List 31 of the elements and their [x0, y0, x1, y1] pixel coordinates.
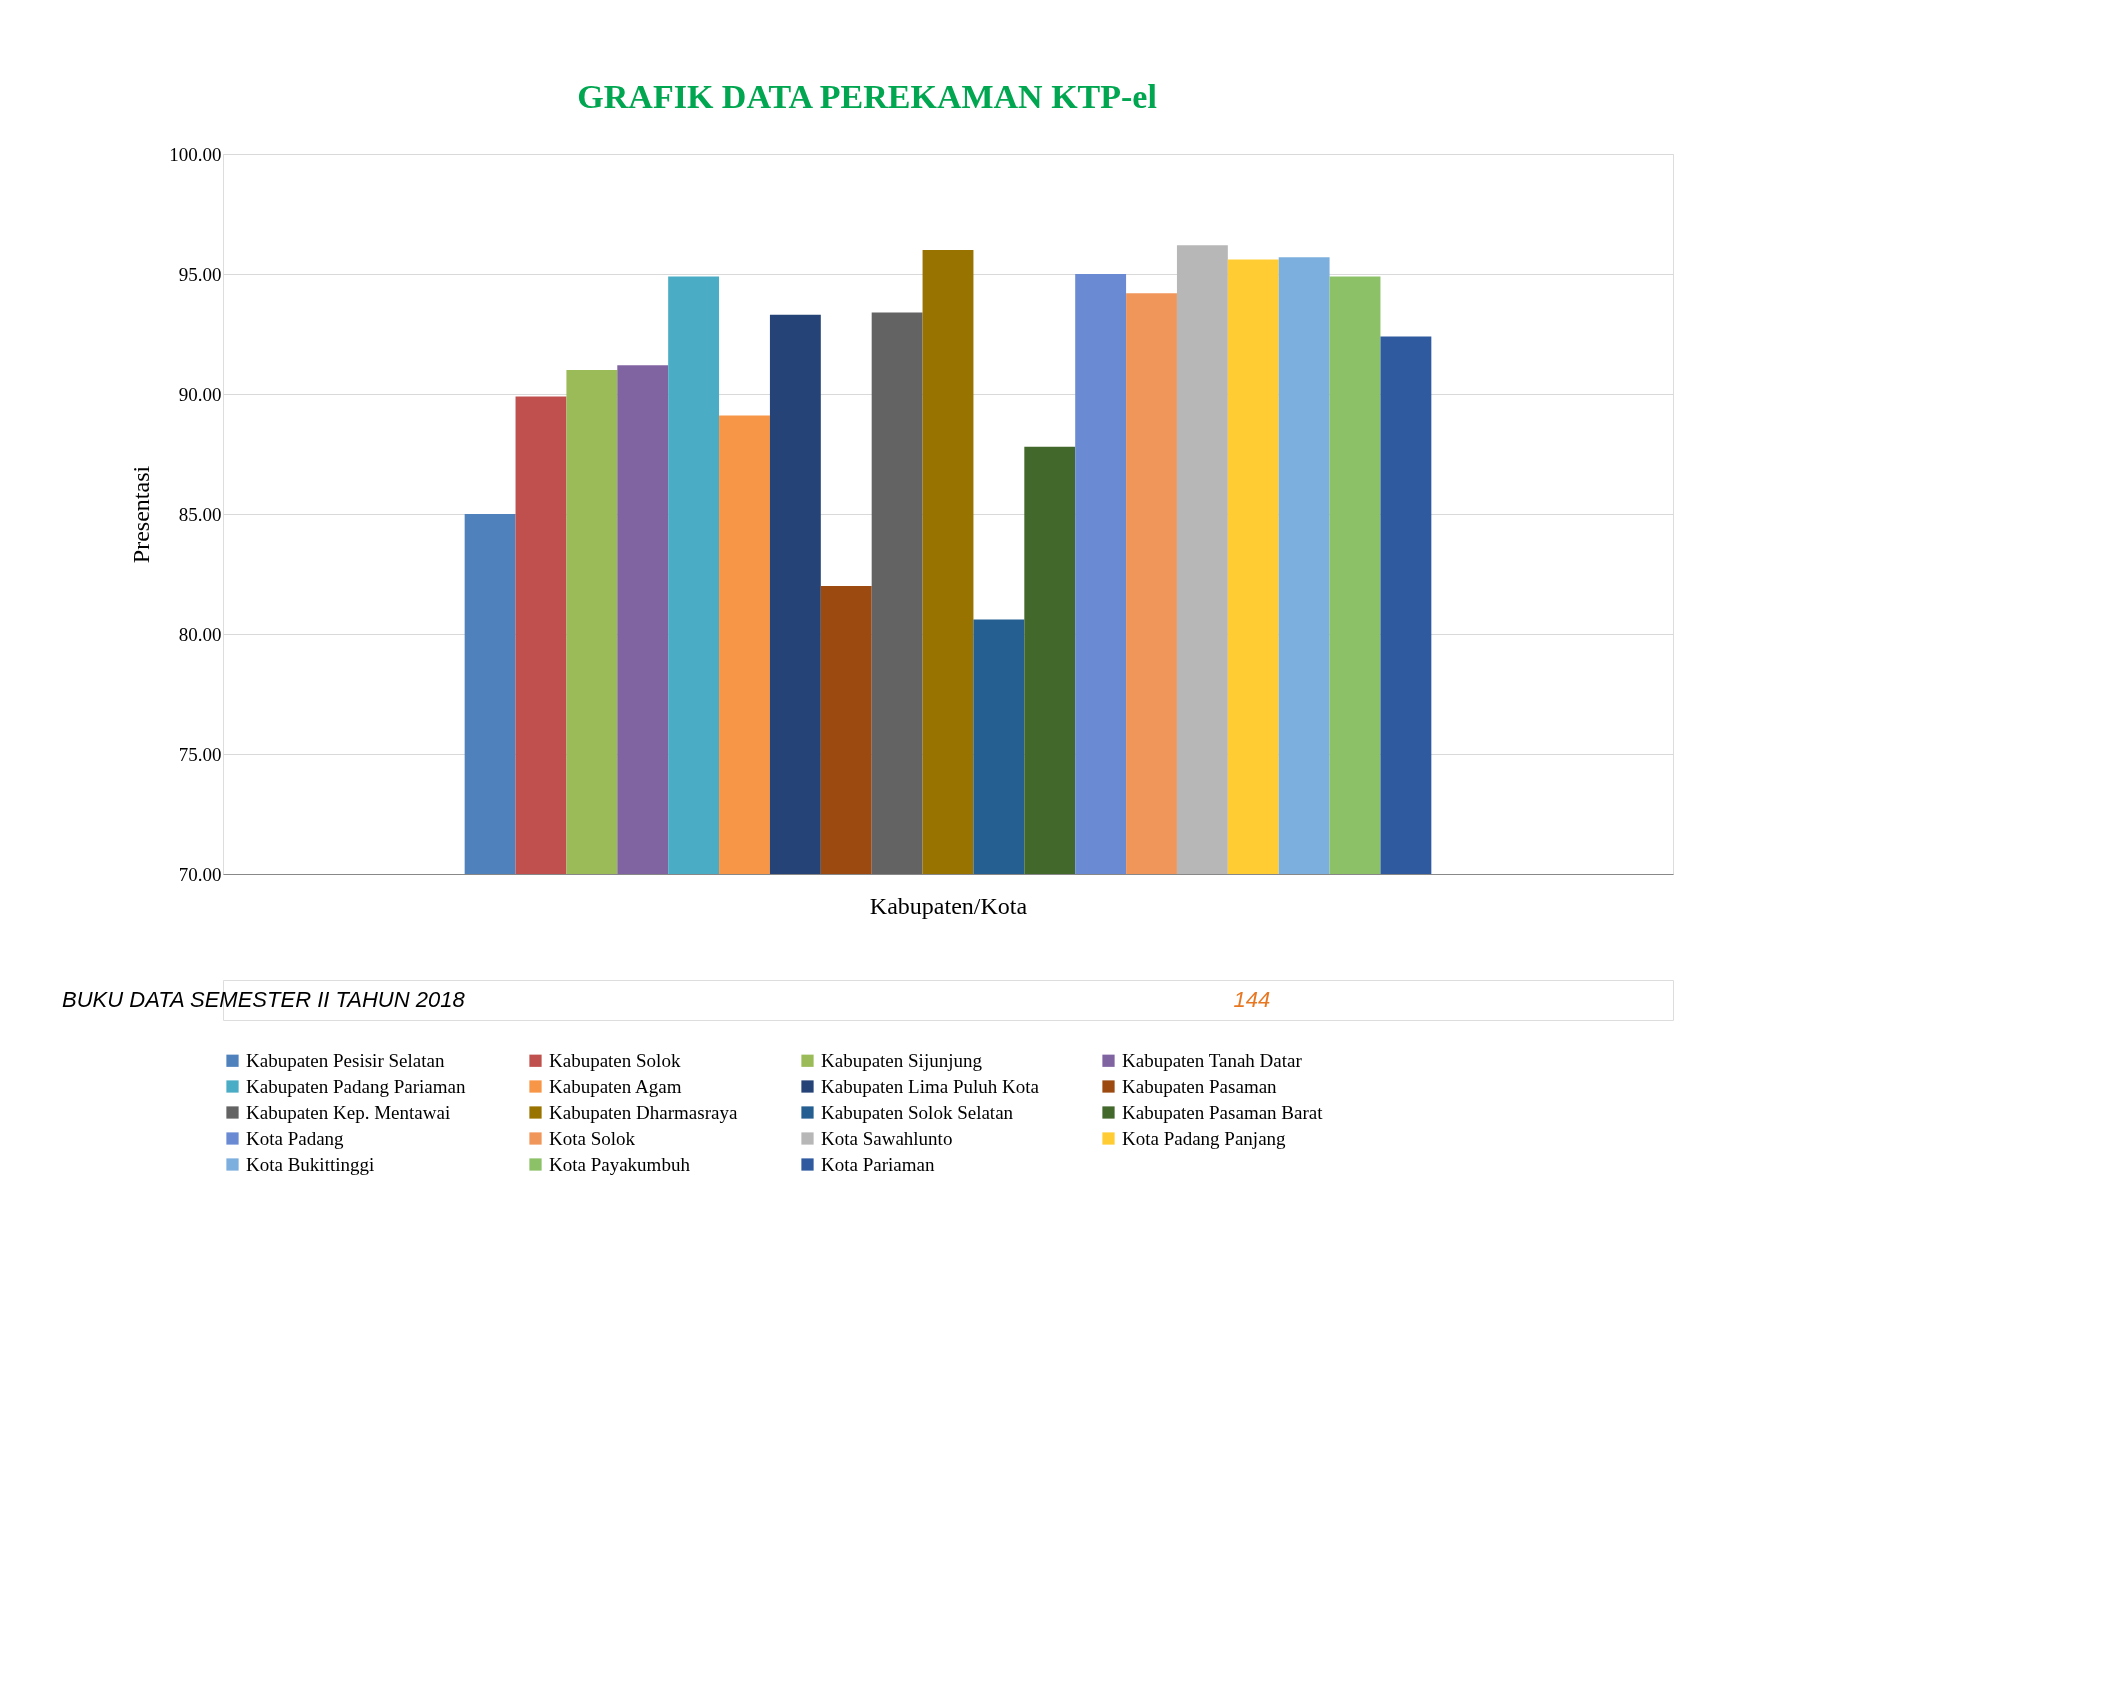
text: BUKU DATA SEMESTER II TAHUN 2018: [62, 987, 466, 1012]
y-tick-label: 85.00: [178, 503, 222, 525]
legend-label: Kabupaten Solok Selatan: [821, 1101, 1014, 1123]
y-axis-title: Presentasi: [128, 465, 155, 564]
text: 144: [1233, 987, 1271, 1012]
legend-label: Kabupaten Pasaman Barat: [1122, 1101, 1324, 1123]
legend-label: Kabupaten Sijunjung: [821, 1049, 983, 1071]
legend-label: Kota Payakumbuh: [549, 1153, 691, 1175]
chart-title: GRAFIK DATA PEREKAMAN KTP-el: [577, 77, 1157, 115]
legend-label: Kabupaten Solok: [549, 1049, 681, 1071]
y-tick-label: 70.00: [178, 863, 222, 885]
legend-label: Kabupaten Pesisir Selatan: [246, 1049, 445, 1071]
legend-label: Kabupaten Dharmasraya: [549, 1101, 738, 1123]
legend-label: Kabupaten Pasaman: [1122, 1075, 1278, 1097]
legend-label: Kabupaten Kep. Mentawai: [246, 1101, 451, 1123]
y-tick-label: 100.00: [169, 143, 222, 165]
legend-label: Kota Sawahlunto: [821, 1127, 953, 1149]
y-tick-label: 95.00: [178, 263, 222, 285]
y-tick-label: 80.00: [178, 623, 222, 645]
legend-label: Kota Solok: [549, 1127, 636, 1149]
legend-label: Kota Padang: [246, 1127, 345, 1149]
legend-label: Kabupaten Lima Puluh Kota: [821, 1075, 1040, 1097]
legend-label: Kabupaten Tanah Datar: [1122, 1049, 1303, 1071]
legend-label: Kabupaten Padang Pariaman: [246, 1075, 466, 1097]
y-tick-label: 90.00: [178, 383, 222, 405]
legend-label: Kota Pariaman: [821, 1153, 935, 1175]
legend-label: Kabupaten Agam: [549, 1075, 682, 1097]
x-axis-title: Kabupaten/Kota: [869, 892, 1028, 919]
legend-label: Kota Padang Panjang: [1122, 1127, 1287, 1149]
y-tick-label: 75.00: [178, 743, 222, 765]
legend-label: Kota Bukittinggi: [246, 1153, 375, 1175]
